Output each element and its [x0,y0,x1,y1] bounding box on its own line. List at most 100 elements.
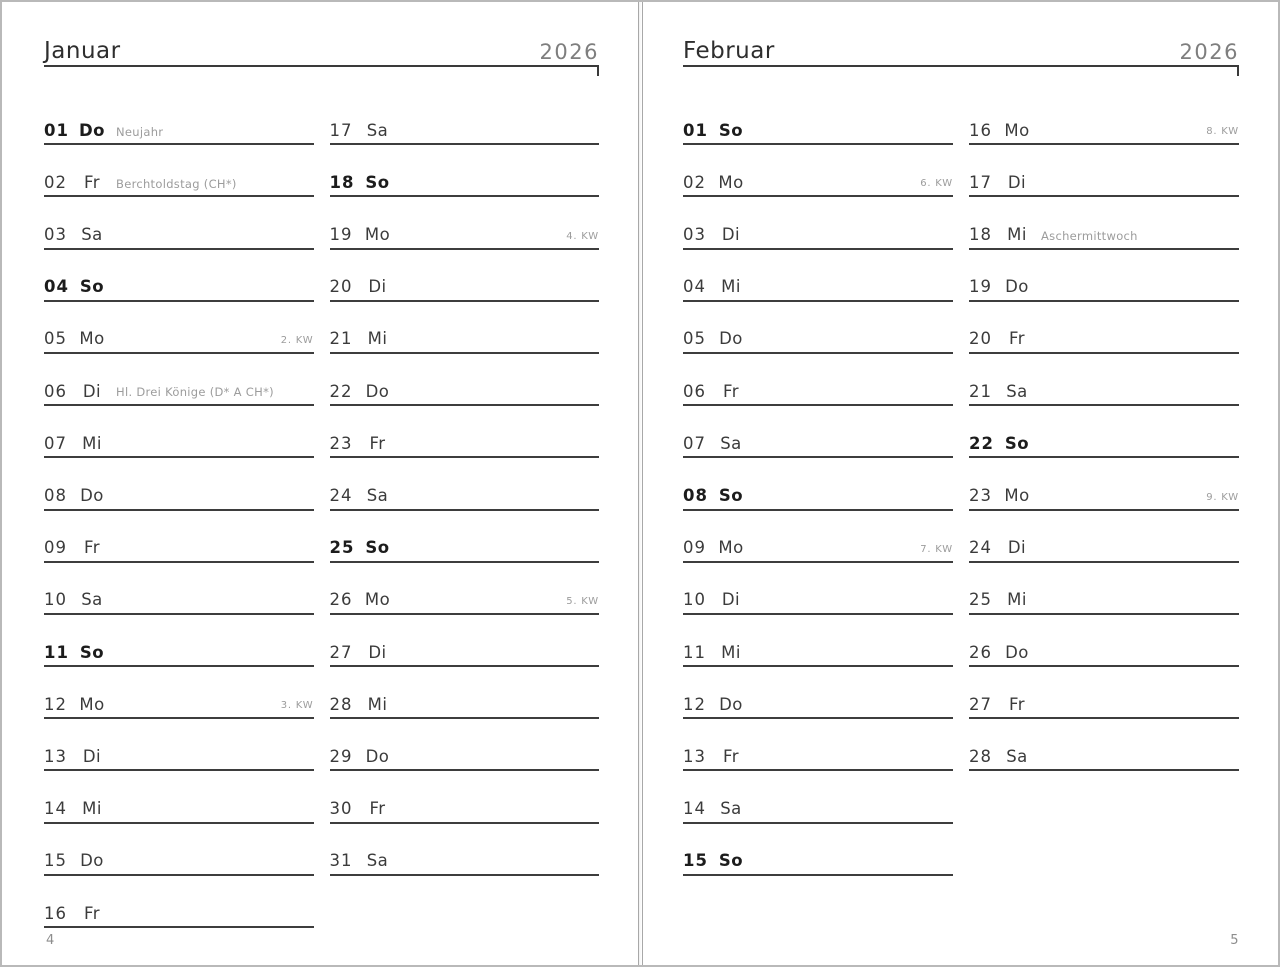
day-row: 06 Fr [683,354,953,407]
day-row: 30 Fr [329,771,599,824]
day-row: 21 Mi [329,302,599,354]
day-row: 04 So [44,250,314,302]
day-row: 12 Mo 3. KW [44,667,314,720]
day-number: 05 [683,329,706,349]
day-number: 09 [44,538,67,558]
weekday-label: Di [82,381,102,401]
day-number: 14 [44,799,67,819]
weekday-label: Di [1007,538,1027,558]
day-number: 19 [969,277,992,297]
weekday-label: Mi [721,277,741,297]
weekday-label: Sa [366,120,389,140]
weekday-label: Fr [83,172,101,192]
day-number: 01 [44,120,69,140]
day-number: 01 [683,120,708,140]
day-row: 23 Fr [329,406,599,459]
day-row: 11 So [44,615,314,668]
day-row: 10 Sa [44,563,314,615]
weekday-label: Do [719,329,743,349]
weekday-label: Mo [364,225,391,245]
weekday-label: Do [1005,277,1029,297]
day-row: 03 Di [683,197,953,250]
day-number: 29 [329,746,353,766]
day-number: 16 [44,903,67,923]
day-row: 18 So [329,145,599,198]
day-row: 14 Mi [44,771,314,824]
weekday-label: Fr [1008,694,1026,714]
day-number: 13 [683,746,706,766]
week-number-label: 6. KW [920,178,953,190]
day-number: 10 [44,590,67,610]
holiday-note: Neujahr [116,124,164,139]
day-number: 03 [44,225,67,245]
day-row: 08 So [683,458,953,511]
weekday-label: Mo [1004,486,1030,505]
day-number: 21 [969,381,992,401]
holiday-note: Aschermittwoch [1041,228,1138,243]
weekday-label: Mo [79,694,105,714]
week-number-label: 9. KW [1206,491,1239,503]
day-number: 24 [969,538,992,558]
day-row: 23 Mo 9. KW [969,458,1239,511]
weekday-label: Di [368,642,387,662]
day-number: 18 [329,172,355,192]
day-row: 18 Mi Aschermittwoch [969,197,1239,250]
weekday-label: Fr [83,538,101,558]
day-row: 10 Di [683,563,953,615]
day-number: 06 [44,381,67,401]
weekday-label: Mi [82,799,102,819]
day-row: 11 Mi [683,615,953,668]
weekday-label: Mi [1007,225,1027,245]
day-number: 12 [44,694,67,714]
page-number: 5 [1230,933,1239,948]
day-row: 31 Sa [329,824,599,876]
weekday-label: Mi [1007,590,1027,610]
day-column-second-half: 16 Mo 8. KW 17 Di 18 Mi Aschermittwoch 19 Do 20 Fr 2… [969,93,1239,876]
day-row: 12 Do [683,667,953,720]
day-row: 07 Sa [683,406,953,459]
day-number: 08 [44,486,67,505]
weekday-label: Mo [79,329,105,349]
weekday-label: So [79,642,105,662]
day-number: 30 [329,799,353,819]
page-januar: Januar 2026 01 Do Neujahr 02 Fr Berchtoldstag… [2,2,639,965]
weekday-label: Di [368,277,387,297]
day-row: 25 So [329,511,599,563]
day-number: 11 [44,642,69,662]
day-number: 09 [683,538,706,558]
weekday-label: Sa [366,851,389,871]
day-number: 08 [683,486,708,505]
weekday-label: Do [719,694,743,714]
weekday-label: Sa [1006,746,1028,766]
day-number: 31 [329,851,353,871]
day-row: 13 Di [44,719,314,772]
weekday-label: Do [365,746,390,766]
weekday-label: Sa [81,225,103,245]
weekday-label: So [365,538,390,558]
year-label: 2026 [539,40,599,64]
day-number: 10 [683,590,706,610]
weekday-label: So [718,120,744,140]
month-title: Januar [44,38,121,64]
day-number: 04 [44,277,69,297]
weekday-label: Fr [83,903,101,923]
day-column-first-half: 01 Do Neujahr 02 Fr Berchtoldstag (CH*) 03 Sa 04… [44,93,314,928]
month-header: Januar 2026 [44,38,599,76]
day-row: 15 So [683,824,953,876]
day-number: 26 [969,642,992,662]
weekday-label: Mi [367,694,388,714]
weekday-label: Fr [722,746,740,766]
week-number-label: 3. KW [280,700,314,712]
day-row: 20 Fr [969,302,1239,354]
day-row: 16 Mo 8. KW [969,93,1239,146]
weekday-label: Mo [1004,120,1030,140]
weekday-label: Sa [81,590,103,610]
day-number: 02 [44,172,67,192]
day-row: 28 Sa [969,719,1239,772]
day-row: 08 Do [44,458,314,511]
weekday-label: Do [80,851,104,871]
week-number-label: 2. KW [280,334,314,346]
weekday-label: Do [80,486,104,505]
day-number: 21 [329,329,353,349]
day-number: 22 [329,381,353,401]
